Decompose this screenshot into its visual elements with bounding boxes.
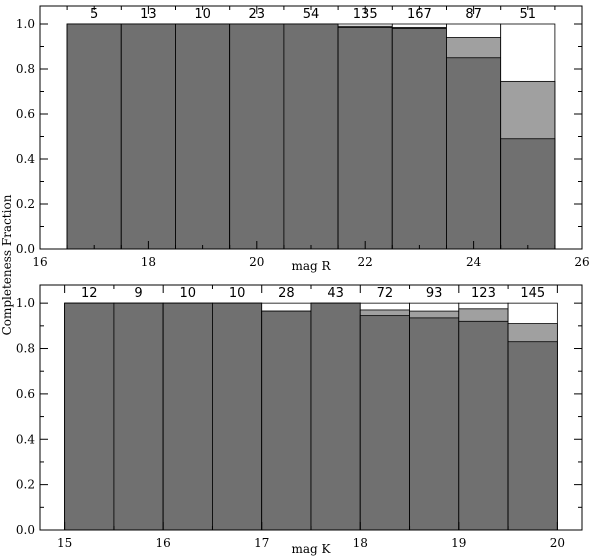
panel-mag-r: 5 13 10 23 54 135 167 87 51 0.0 0.2 0.4 0.6 0.8 1.0 16… [16, 5, 590, 273]
mag-r-ytick-label-4: 0.8 [16, 62, 35, 76]
mag-k-count-label-2: 10 [180, 286, 197, 301]
mag-r-xtick-label-2: 20 [249, 255, 264, 269]
mag-r-ytick-label-2: 0.4 [16, 152, 35, 166]
mag-k-count-label-9: 145 [520, 286, 545, 301]
mag-k-bar-5-inner [310, 302, 361, 531]
mag-r-bar-0-inner [66, 23, 122, 250]
panel-mag-r-xlabel: mag R [291, 259, 331, 273]
mag-r-xtick-label-5: 26 [574, 255, 589, 269]
mag-k-ytick-label-5: 1.0 [16, 296, 35, 310]
mag-r-count-label-4: 54 [303, 7, 320, 22]
mag-k-count-label-1: 9 [134, 286, 142, 301]
mag-r-bar-8-inner [500, 138, 556, 250]
mag-r-ytick-label-1: 0.2 [16, 197, 35, 211]
mag-k-count-label-7: 93 [426, 286, 443, 301]
mag-r-count-label-1: 13 [140, 7, 157, 22]
mag-k-ytick-label-3: 0.6 [16, 387, 35, 401]
mag-k-xtick-label-2: 17 [254, 536, 269, 550]
mag-r-bar-2-inner [175, 23, 231, 250]
panel-mag-k-bars: 12 9 10 10 28 43 72 93 123 145 [64, 286, 558, 531]
shared-y-axis-label: Completeness Fraction [0, 194, 14, 335]
mag-k-bar-3-inner [212, 302, 263, 531]
mag-r-count-label-0: 5 [90, 7, 98, 22]
mag-r-count-label-8: 51 [520, 7, 537, 22]
mag-k-ytick-label-2: 0.4 [16, 432, 35, 446]
mag-r-xtick-label-3: 22 [358, 255, 373, 269]
mag-r-xtick-label-4: 24 [466, 255, 482, 269]
panel-mag-k-axes: 0.0 0.2 0.4 0.6 0.8 1.0 15 16 17 18 19 20 [16, 284, 583, 550]
mag-k-ytick-label-0: 0.0 [16, 523, 35, 537]
mag-k-bar-0-inner [64, 302, 115, 531]
mag-r-xtick-label-0: 16 [32, 255, 47, 269]
panel-mag-r-axes: 0.0 0.2 0.4 0.6 0.8 1.0 16 18 20 22 24 26 [16, 5, 590, 269]
mag-r-ytick-label-0: 0.0 [16, 242, 35, 256]
mag-k-count-label-8: 123 [471, 286, 496, 301]
mag-r-bar-7-inner [446, 57, 502, 250]
panel-mag-k-xlabel: mag K [292, 542, 332, 556]
mag-r-count-label-7: 87 [465, 7, 482, 22]
mag-k-bar-1-inner [113, 302, 164, 531]
mag-r-ytick-label-5: 1.0 [16, 17, 35, 31]
mag-k-xtick-label-1: 16 [156, 536, 171, 550]
mag-r-xtick-label-1: 18 [141, 255, 156, 269]
mag-r-bar-3-inner [229, 23, 285, 250]
mag-k-count-label-0: 12 [81, 286, 98, 301]
mag-k-xtick-label-3: 18 [353, 536, 368, 550]
mag-k-bar-6-inner [359, 315, 410, 531]
mag-k-bar-7-inner [409, 317, 460, 531]
mag-k-bar-9-inner [507, 341, 558, 531]
mag-r-bar-5-inner [337, 26, 393, 250]
mag-r-bar-6-inner [391, 28, 447, 250]
mag-r-bar-4-inner [283, 23, 339, 250]
panel-mag-k: 12 9 10 10 28 43 72 93 123 145 0.0 0.2 0.4 0.6 0.8 1.0… [16, 284, 583, 556]
mag-k-ytick-label-1: 0.2 [16, 478, 35, 492]
mag-r-bar-1-inner [120, 23, 176, 250]
mag-k-xtick-label-0: 15 [57, 536, 72, 550]
mag-k-count-label-5: 43 [327, 286, 344, 301]
mag-r-count-label-3: 23 [249, 7, 266, 22]
mag-k-xtick-label-4: 19 [451, 536, 466, 550]
mag-r-count-label-6: 167 [407, 7, 432, 22]
mag-k-xtick-label-5: 20 [550, 536, 565, 550]
mag-k-bar-8-inner [458, 320, 509, 531]
mag-k-ytick-label-4: 0.8 [16, 342, 35, 356]
mag-k-count-label-6: 72 [377, 286, 394, 301]
mag-k-bar-4-inner [261, 310, 312, 531]
mag-k-count-label-4: 28 [278, 286, 295, 301]
panel-mag-r-bars: 5 13 10 23 54 135 167 87 51 [66, 7, 556, 250]
mag-r-count-label-5: 135 [353, 7, 378, 22]
mag-r-ytick-label-3: 0.6 [16, 107, 35, 121]
mag-k-bar-2-inner [162, 302, 213, 531]
mag-k-count-label-3: 10 [229, 286, 246, 301]
mag-r-count-label-2: 10 [194, 7, 211, 22]
